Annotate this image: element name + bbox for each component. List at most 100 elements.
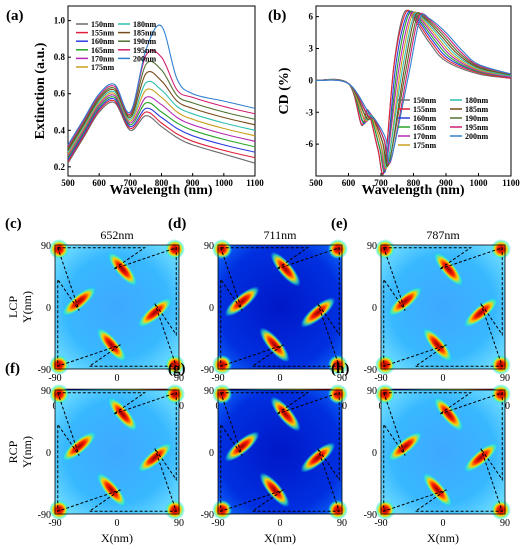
panel-letter: (c) [5,216,22,232]
y-tick-label: 3 [309,44,314,54]
panel-letter: (f) [5,361,20,377]
row-label: RCP [6,440,20,463]
field-hotspot [165,239,185,259]
field-hotspot [491,384,511,404]
map-y-tick-label: -90 [364,510,377,521]
map-y-tick-label: 0 [209,448,214,459]
field-map: (d)-90090900-90711nm01020304050 [168,216,348,412]
map-x-tick-label: 0 [115,518,120,529]
legend-label: 170nm [413,132,436,141]
field-maps: (c)-90090900-90652nm0102030LCPY(nm)(d)-9… [5,216,511,545]
panel-letter: (e) [331,216,348,232]
y-tick-label: 0.6 [54,89,66,99]
series-line-150nm [316,10,511,175]
panel-b: (b) 500 600 700 800 900 1000 1100 6 3 0 -3 -6 150n… [268,6,520,198]
panel-a: (a) 500 600 700 800 900 1000 1100 0.20.40.60.8… [6,6,264,198]
y-tick-label: 6 [309,12,314,22]
map-ylabel: Y(nm) [20,291,34,323]
legend-label: 190nm [465,114,488,123]
map-y-tick-label: -90 [201,510,214,521]
map-x-tick-label: 0 [115,373,120,384]
panel-b-ylabel: CD (%) [277,67,292,114]
field-hotspot [212,500,232,520]
field-hotspot [49,239,69,259]
legend-label: 175nm [413,141,436,150]
panel-a-letter: (a) [6,8,24,24]
map-ylabel: Y(nm) [20,436,34,468]
legend-label: 155nm [413,105,436,114]
field-map: (f) -90 0 90 90 0 -90 X(nm) RCP Y(nm) [5,361,185,545]
map-x-tick-label: 90 [500,518,510,529]
field-hotspot [212,355,232,375]
panel-a-ylabel: Extinction (a.u.) [33,42,48,139]
field-hotspot [328,384,348,404]
map-y-tick-label: -90 [201,365,214,376]
legend-label: 200nm [133,54,156,63]
y-tick-label: 0.4 [54,125,66,135]
x-tick-label: 600 [342,178,356,188]
y-tick-label: 0.2 [54,162,66,172]
map-x-tick-label: 0 [441,373,446,384]
field-hotspot [375,239,395,259]
x-tick-label: 1000 [215,178,234,188]
column-title: 652nm [100,228,134,242]
field-hotspot [491,500,511,520]
legend-label: 175nm [91,63,114,72]
map-x-tick-label: 0 [441,518,446,529]
y-tick-label: 0 [309,75,314,85]
map-x-tick-label: 90 [174,518,184,529]
map-y-tick-label: 0 [46,448,51,459]
panel-letter: (g) [168,361,186,377]
x-tick-label: 600 [92,178,106,188]
panel-b-lines [316,10,511,175]
x-tick-label: 500 [61,178,75,188]
map-y-tick-label: 90 [367,386,377,397]
map-x-tick-label: 0 [278,518,283,529]
map-xlabel: X(nm) [264,531,296,545]
map-y-tick-label: 0 [372,448,377,459]
legend-label: 180nm [465,96,488,105]
x-tick-label: 1100 [246,178,264,188]
field-hotspot [49,384,69,404]
field-hotspot [49,500,69,520]
map-y-tick-label: -90 [38,510,51,521]
map-y-tick-label: 90 [204,386,214,397]
row-label: LCP [6,296,20,318]
map-y-tick-label: 90 [41,241,51,252]
map-y-tick-label: 0 [46,303,51,314]
field-hotspot [212,384,232,404]
field-map: (g) -90 0 90 90 0 -90 X(nm) [168,361,348,545]
legend-label: 165nm [413,123,436,132]
legend-label: 160nm [413,114,436,123]
field-hotspot [49,355,69,375]
map-y-tick-label: 90 [41,386,51,397]
field-hotspot [165,384,185,404]
x-tick-label: 500 [309,178,323,188]
map-xlabel: X(nm) [101,531,133,545]
legend-label: 195nm [465,123,488,132]
x-tick-label: 1100 [502,178,520,188]
map-y-tick-label: -90 [38,365,51,376]
x-tick-label: 1000 [470,178,489,188]
y-tick-label: 0.8 [54,52,66,62]
field-hotspot [165,500,185,520]
field-hotspot [375,500,395,520]
map-y-tick-label: 90 [367,241,377,252]
legend-label: 200nm [465,132,488,141]
field-map: (e)-90090900-90787nm010203040 [331,216,511,412]
map-y-tick-label: 90 [204,241,214,252]
panel-b-xlabel: Wavelength (nm) [361,183,464,198]
panel-b-letter: (b) [268,8,286,24]
field-hotspot [328,500,348,520]
legend-label: 150nm [413,96,436,105]
legend-label: 185nm [465,105,488,114]
field-hotspot [328,239,348,259]
column-title: 787nm [426,228,460,242]
map-x-tick-label: 90 [500,373,510,384]
field-hotspot [491,355,511,375]
field-hotspot [491,239,511,259]
